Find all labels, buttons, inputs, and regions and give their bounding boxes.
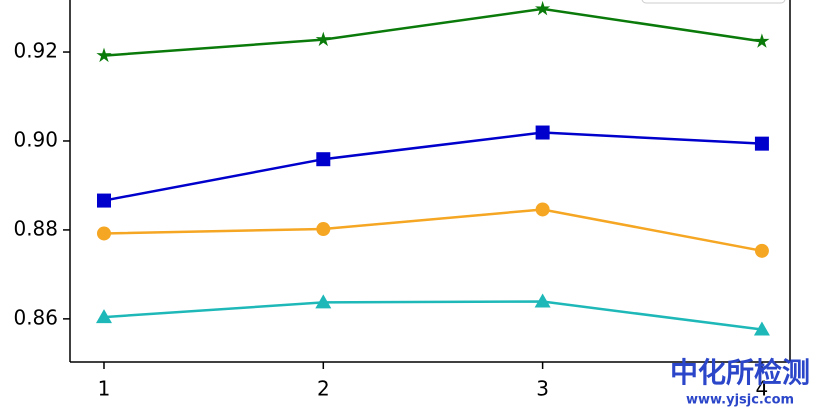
marker xyxy=(753,321,770,336)
marker xyxy=(315,294,332,309)
marker xyxy=(96,47,112,63)
y-tick-label: 0.92 xyxy=(13,39,58,63)
marker xyxy=(754,33,770,48)
plot: 0.86 0.88 0.90 0.92 1 2 3 4 xyxy=(13,0,770,401)
marker xyxy=(315,31,331,47)
legend-box xyxy=(641,0,786,4)
x-tick-label: 3 xyxy=(536,377,549,401)
series-line xyxy=(103,300,763,331)
marker xyxy=(535,0,551,16)
marker xyxy=(535,202,550,217)
marker xyxy=(754,136,769,151)
watermark-title: 中化所检测 xyxy=(670,356,810,389)
series-line xyxy=(103,131,762,202)
marker xyxy=(535,125,550,140)
y-tick-label: 0.86 xyxy=(13,305,58,329)
marker xyxy=(754,243,769,258)
marker xyxy=(96,226,111,241)
series-line xyxy=(103,208,763,253)
marker xyxy=(316,152,331,167)
series-line xyxy=(103,7,763,57)
y-tick-label: 0.90 xyxy=(13,127,58,151)
marker xyxy=(316,222,331,237)
marker xyxy=(534,293,551,308)
marker xyxy=(96,193,111,208)
x-tick-label: 2 xyxy=(317,377,330,401)
x-tick-label: 4 xyxy=(756,377,769,401)
x-tick-label: 1 xyxy=(98,377,111,401)
marker xyxy=(95,309,112,324)
watermark-url: www.yjsjc.com xyxy=(686,393,794,408)
y-tick-label: 0.88 xyxy=(13,216,58,240)
